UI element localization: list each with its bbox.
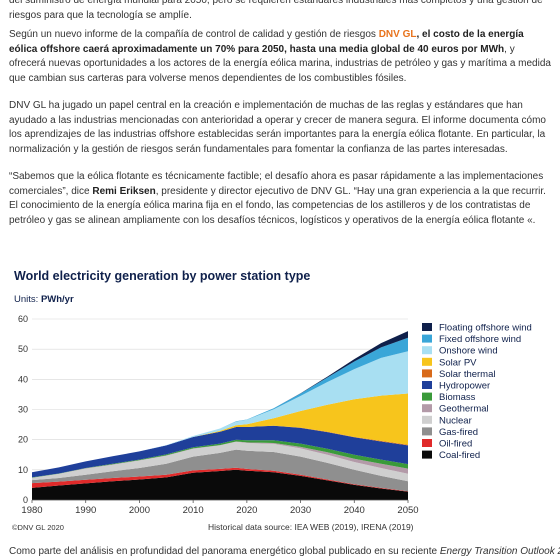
legend-label: Gas-fired <box>439 427 478 438</box>
y-tick-label: 20 <box>18 435 28 445</box>
legend-label: Solar PV <box>439 357 477 368</box>
chart-copyright: ©DNV GL 2020 <box>12 523 64 532</box>
area-solar-pv <box>32 393 408 473</box>
article-paragraph-outlook: Como parte del análisis en profundidad d… <box>9 545 560 560</box>
chart-source: Historical data source: IEA WEB (2019), … <box>208 522 414 532</box>
legend-swatch <box>422 415 432 424</box>
legend-swatch <box>422 357 432 366</box>
legend-swatch <box>422 334 432 343</box>
legend-label: Coal-fired <box>439 450 480 461</box>
legend-swatch <box>422 346 432 355</box>
legend-label: Fixed offshore wind <box>439 334 521 345</box>
area-hydropower <box>32 425 408 478</box>
report-title: Energy Transition Outlook 2020 <box>439 546 560 557</box>
y-tick-label: 30 <box>18 405 28 415</box>
paragraph-text: , y ofrecerá nuevas oportunidades a los … <box>9 43 551 84</box>
area-biomass <box>32 439 408 478</box>
chart-units: Units: PWh/yr <box>14 294 74 305</box>
dnv-gl-link[interactable]: DNV GL <box>378 29 417 40</box>
y-tick-label: 60 <box>18 314 28 324</box>
x-tick-label: 2040 <box>344 505 365 516</box>
paragraph-bold-text: , el costo de la energía eólica offshore… <box>9 29 524 55</box>
paragraph-text: Como parte del análisis en profundidad d… <box>9 546 440 557</box>
paragraph-text: “Sabemos que la eólica flotante es técni… <box>9 171 544 197</box>
article-paragraph-report: Según un nuevo informe de la compañía de… <box>9 28 551 86</box>
legend-label: Hydropower <box>439 381 490 392</box>
x-tick-label: 2010 <box>183 505 204 516</box>
chart-figure: World electricity generation by power st… <box>10 258 550 538</box>
x-tick-label: 2020 <box>236 505 257 516</box>
legend-swatch <box>422 381 432 389</box>
y-tick-label: 0 <box>23 495 28 505</box>
legend-label: Nuclear <box>439 415 472 426</box>
area-nuclear <box>32 441 408 482</box>
area-coal-fired <box>32 469 408 500</box>
y-tick-label: 50 <box>18 344 28 354</box>
x-tick-label: 2000 <box>129 505 150 516</box>
legend-swatch <box>422 404 432 413</box>
article-paragraph-standards: DNV GL ha jugado un papel central en la … <box>9 100 546 155</box>
article-paragraph-intro: del suministro de energía mundial para 2… <box>9 0 543 21</box>
units-label: Units: <box>14 294 41 305</box>
y-tick-label: 40 <box>18 374 28 384</box>
area-oil-fired <box>32 467 408 492</box>
area-gas-fired <box>32 449 408 492</box>
legend-swatch <box>422 323 432 331</box>
legend-swatch <box>422 427 432 436</box>
x-tick-label: 1990 <box>75 505 96 516</box>
person-name: Remi Eriksen <box>92 185 156 197</box>
legend-label: Biomass <box>439 392 476 403</box>
legend-swatch <box>422 439 432 447</box>
area-onshore-wind <box>32 351 408 473</box>
legend-label: Geothermal <box>439 404 489 415</box>
paragraph-text: , presidente y director ejecutivo de DNV… <box>9 185 546 226</box>
legend-label: Oil-fired <box>439 439 472 450</box>
legend-label: Floating offshore wind <box>439 323 532 334</box>
legend-swatch <box>422 450 432 459</box>
legend-label: Onshore wind <box>439 346 498 357</box>
x-tick-label: 2030 <box>290 505 311 516</box>
chart-title: World electricity generation by power st… <box>14 269 311 283</box>
article-paragraph-quote: “Sabemos que la eólica flotante es técni… <box>9 170 551 228</box>
area-geothermal <box>32 441 408 478</box>
x-tick-label: 2050 <box>397 505 418 516</box>
y-tick-label: 10 <box>18 465 28 475</box>
units-value: PWh/yr <box>40 294 74 305</box>
legend-label: Solar thermal <box>439 369 496 380</box>
legend-swatch <box>422 369 432 378</box>
paragraph-text: Según un nuevo informe de la compañía de… <box>9 29 379 40</box>
legend-swatch <box>422 392 432 401</box>
x-tick-label: 1980 <box>21 505 42 516</box>
